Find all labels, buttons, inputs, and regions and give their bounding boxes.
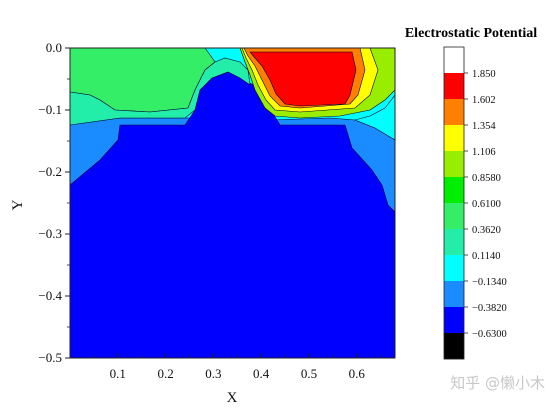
- y-tick-label: −0.4: [38, 288, 62, 303]
- colorbar-label: −0.3820: [472, 303, 507, 314]
- colorbar-swatch: [444, 229, 464, 256]
- y-tick-label: −0.2: [38, 164, 62, 179]
- contour-band-cyan-left: [70, 57, 251, 126]
- colorbar-swatch: [444, 47, 464, 74]
- y-axis-title: Y: [10, 199, 26, 210]
- colorbar-swatch: [444, 203, 464, 230]
- colorbar-swatch: [444, 125, 464, 152]
- x-axis-title: X: [227, 390, 238, 406]
- colorbar-swatch: [444, 99, 464, 126]
- colorbar-label: 1.602: [472, 95, 496, 106]
- colorbar-swatch: [444, 73, 464, 100]
- colorbar-swatch: [444, 307, 464, 334]
- watermark: 知乎 @懒小木: [450, 374, 545, 392]
- colorbar-label: −0.1340: [472, 277, 507, 288]
- colorbar-label: −0.6300: [472, 329, 507, 340]
- y-tick-label: −0.1: [38, 102, 62, 117]
- colorbar-label: 0.8580: [472, 173, 501, 184]
- x-tick-label: 0.3: [205, 366, 221, 381]
- colorbar-label: 1.106: [472, 147, 496, 158]
- x-tick-label: 0.6: [349, 366, 366, 381]
- x-axis: 0.1 0.2 0.3 0.4 0.5 0.6: [93, 353, 382, 381]
- contour-band-red: [249, 51, 357, 107]
- contour-field: [70, 48, 395, 358]
- contour-band-right-tail: [354, 94, 395, 141]
- y-tick-label: −0.3: [38, 226, 62, 241]
- colorbar-label: 1.850: [472, 69, 496, 80]
- colorbar-label: 0.1140: [472, 251, 501, 262]
- x-tick-label: 0.1: [110, 366, 126, 381]
- colorbar-label: 0.3620: [472, 225, 501, 236]
- colorbar-label: 1.354: [472, 121, 496, 132]
- colorbar-swatch: [444, 281, 464, 308]
- colorbar-swatch: [444, 255, 464, 282]
- x-tick-label: 0.2: [157, 366, 173, 381]
- y-tick-label: −0.5: [38, 350, 62, 365]
- colorbar: 1.850 1.602 1.354 1.106 0.8580 0.6100 0.3620 0.…: [443, 46, 507, 360]
- y-axis: 0.0 −0.1 −0.2 −0.3 −0.4 −0.5: [38, 40, 70, 365]
- colorbar-swatch: [444, 333, 464, 360]
- colorbar-label: 0.6100: [472, 199, 501, 210]
- colorbar-swatch: [444, 151, 464, 178]
- x-tick-label: 0.5: [301, 366, 317, 381]
- colorbar-title: Electrostatic Potential: [405, 26, 537, 41]
- colorbar-swatch: [444, 177, 464, 204]
- y-tick-label: 0.0: [46, 40, 62, 55]
- x-tick-label: 0.4: [253, 366, 270, 381]
